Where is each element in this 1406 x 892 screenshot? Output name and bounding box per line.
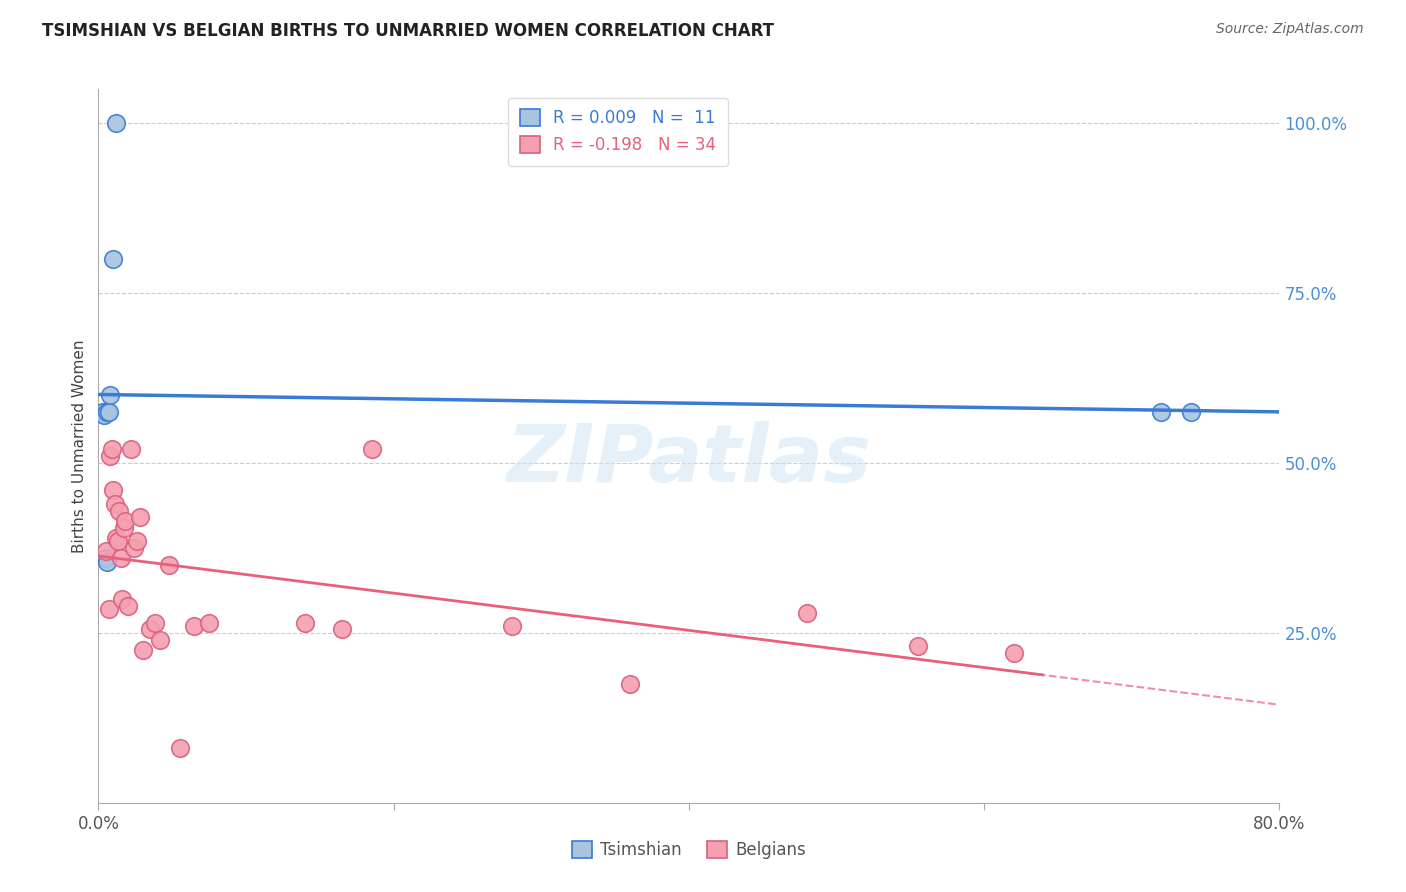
Belgians <box>117 599 139 613</box>
Legend: Tsimshian, Belgians: Tsimshian, Belgians <box>565 834 813 866</box>
Belgians <box>125 534 148 549</box>
Belgians <box>94 544 117 558</box>
Tsimshian <box>103 252 125 266</box>
Belgians <box>108 503 131 517</box>
Belgians <box>149 632 172 647</box>
Tsimshian <box>96 405 118 419</box>
Belgians <box>143 615 166 630</box>
Tsimshian <box>96 555 118 569</box>
Belgians <box>1002 646 1025 660</box>
Tsimshian <box>97 405 120 419</box>
Tsimshian <box>1150 405 1173 419</box>
Belgians <box>105 531 128 545</box>
Belgians <box>107 534 129 549</box>
Belgians <box>120 442 142 457</box>
Tsimshian <box>91 405 114 419</box>
Belgians <box>122 541 145 555</box>
Belgians <box>169 741 191 756</box>
Belgians <box>104 497 127 511</box>
Belgians <box>796 606 818 620</box>
Belgians <box>111 591 134 606</box>
Y-axis label: Births to Unmarried Women: Births to Unmarried Women <box>72 339 87 553</box>
Belgians <box>183 619 205 633</box>
Tsimshian <box>98 388 121 402</box>
Tsimshian <box>105 116 128 130</box>
Belgians <box>294 615 316 630</box>
Tsimshian <box>93 409 115 423</box>
Text: Source: ZipAtlas.com: Source: ZipAtlas.com <box>1216 22 1364 37</box>
Belgians <box>98 449 121 463</box>
Tsimshian <box>1180 405 1202 419</box>
Belgians <box>501 619 523 633</box>
Belgians <box>198 615 221 630</box>
Belgians <box>114 514 136 528</box>
Text: TSIMSHIAN VS BELGIAN BIRTHS TO UNMARRIED WOMEN CORRELATION CHART: TSIMSHIAN VS BELGIAN BIRTHS TO UNMARRIED… <box>42 22 775 40</box>
Text: ZIPatlas: ZIPatlas <box>506 421 872 500</box>
Belgians <box>97 602 120 616</box>
Belgians <box>157 558 180 572</box>
Belgians <box>907 640 929 654</box>
Belgians <box>360 442 382 457</box>
Belgians <box>132 643 155 657</box>
Tsimshian <box>94 551 117 566</box>
Belgians <box>103 483 125 498</box>
Belgians <box>110 551 132 566</box>
Belgians <box>330 623 353 637</box>
Belgians <box>128 510 150 524</box>
Belgians <box>112 520 135 534</box>
Belgians <box>100 442 122 457</box>
Belgians <box>139 623 162 637</box>
Belgians <box>619 677 641 691</box>
